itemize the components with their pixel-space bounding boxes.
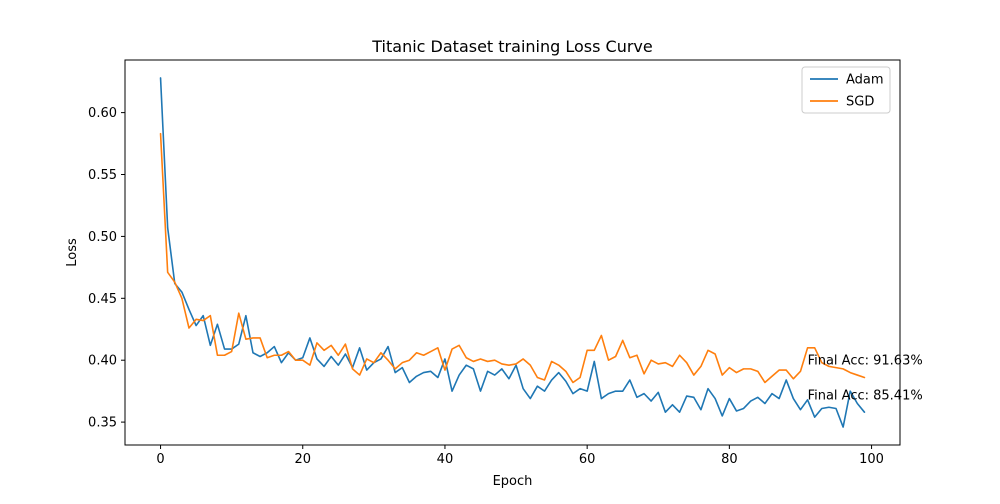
x-tick-label: 0 bbox=[156, 452, 164, 467]
y-tick-label: 0.50 bbox=[88, 230, 117, 245]
x-tick-label: 80 bbox=[721, 452, 738, 467]
y-tick-label: 0.40 bbox=[88, 354, 117, 369]
x-tick-label: 60 bbox=[579, 452, 596, 467]
legend-label: Adam bbox=[846, 73, 884, 88]
chart-title: Titanic Dataset training Loss Curve bbox=[371, 37, 652, 56]
y-tick-label: 0.60 bbox=[88, 106, 117, 121]
x-tick-label: 100 bbox=[859, 452, 884, 467]
y-tick-label: 0.55 bbox=[88, 168, 117, 183]
x-tick-label: 40 bbox=[437, 452, 454, 467]
final-accuracy-annotation: Final Acc: 91.63% bbox=[808, 354, 923, 369]
y-axis-label: Loss bbox=[65, 238, 80, 267]
legend-label: SGD bbox=[846, 95, 874, 110]
x-tick-label: 20 bbox=[294, 452, 311, 467]
legend: Adam SGD bbox=[802, 67, 890, 113]
y-tick-label: 0.45 bbox=[88, 292, 117, 307]
x-axis-label: Epoch bbox=[493, 474, 533, 489]
final-accuracy-annotation: Final Acc: 85.41% bbox=[808, 388, 923, 403]
y-tick-label: 0.35 bbox=[88, 416, 117, 431]
